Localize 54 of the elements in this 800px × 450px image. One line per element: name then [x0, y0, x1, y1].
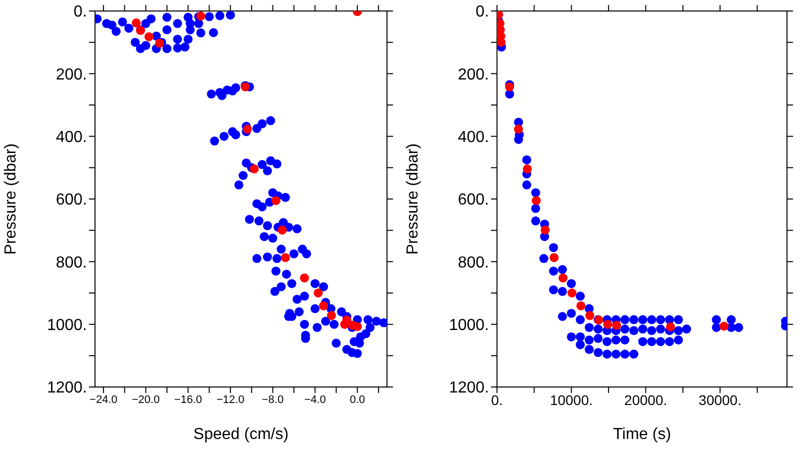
point	[271, 196, 280, 206]
point	[532, 196, 541, 206]
x-tick-label: −16.0	[174, 394, 202, 406]
point	[612, 320, 622, 330]
y-tick-label: 400.	[56, 129, 87, 146]
y-tick-label: 200.	[458, 66, 489, 84]
point	[540, 226, 550, 235]
point	[666, 322, 675, 332]
point	[278, 226, 287, 235]
point	[300, 273, 309, 282]
point	[242, 124, 252, 134]
point	[514, 124, 523, 134]
x-axis-title: Time (s)	[612, 426, 672, 443]
x-tick-label: 20000.	[624, 392, 668, 408]
point	[144, 32, 154, 42]
x-tick-label: −4.0	[304, 394, 326, 406]
y-axis-title: Pressure (dbar)	[2, 143, 20, 255]
point	[280, 253, 290, 262]
x-tick-label: −8.0	[262, 394, 284, 406]
y-tick-label: 400.	[458, 129, 489, 146]
point	[319, 301, 328, 310]
x-tick-label: −20.0	[132, 394, 160, 406]
point	[132, 18, 141, 28]
point	[326, 311, 336, 320]
x-tick-label: 10000.	[550, 392, 593, 408]
y-tick-label: 0.	[74, 4, 87, 21]
y-tick-label: 0.	[476, 4, 489, 21]
x-axis-title: Speed (cm/s)	[193, 426, 289, 443]
y-tick-label: 1200.	[448, 380, 489, 397]
point	[576, 301, 586, 310]
y-tick-label: 1000.	[46, 317, 87, 334]
y-axis-title: Pressure (dbar)	[404, 143, 422, 255]
point	[603, 320, 612, 329]
point	[558, 273, 568, 282]
y-tick-label: 800.	[56, 254, 87, 272]
y-tick-label: 600.	[56, 192, 87, 209]
point	[340, 320, 350, 329]
point	[585, 311, 594, 320]
point	[720, 322, 729, 331]
x-tick-label: 0.0	[350, 394, 366, 406]
y-tick-label: 600.	[458, 192, 489, 209]
y-tick-label: 1200.	[46, 380, 87, 397]
y-tick-label: 1000.	[448, 317, 489, 334]
point	[314, 288, 323, 298]
x-tick-label: 30000.	[698, 392, 742, 408]
y-tick-label: 200.	[56, 66, 87, 84]
point	[250, 164, 259, 174]
x-tick-label: 0.	[491, 392, 503, 408]
y-tick-label: 800.	[458, 254, 489, 272]
point	[522, 164, 532, 174]
point	[567, 288, 576, 298]
point	[550, 253, 559, 262]
x-tick-label: −12.0	[216, 394, 244, 406]
x-tick-label: −24.0	[90, 394, 118, 406]
